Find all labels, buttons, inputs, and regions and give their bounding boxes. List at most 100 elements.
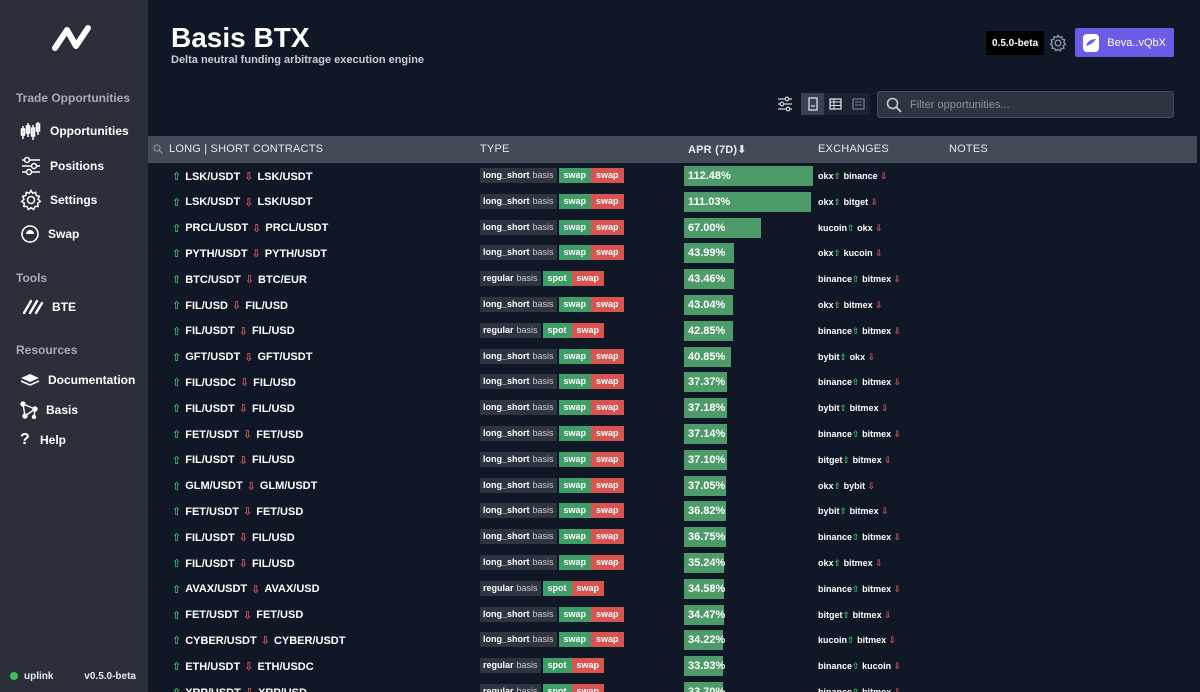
- settings-gear-icon[interactable]: [1049, 34, 1067, 52]
- long-kind-tag: swap: [558, 400, 592, 416]
- short-contract: XRP/USD: [258, 687, 307, 692]
- short-kind-tag: swap: [591, 503, 624, 519]
- short-exchange-arrow-icon: ⇩: [893, 583, 902, 594]
- long-arrow-icon: ⇧: [172, 300, 182, 312]
- table-view-button[interactable]: [824, 93, 847, 115]
- contract-pair: ⇧ XRP/USDT ⇩ XRP/USD: [172, 686, 307, 692]
- view-toggle: [801, 93, 870, 115]
- basis-logo-icon[interactable]: [52, 24, 94, 52]
- short-contract: PYTH/USDT: [264, 247, 328, 260]
- nav-item-settings[interactable]: Settings: [20, 187, 148, 213]
- header-exchanges[interactable]: EXCHANGES: [818, 143, 889, 155]
- header-contracts[interactable]: LONG | SHORT CONTRACTS: [169, 143, 324, 155]
- long-exchange-arrow-icon: ⇧: [852, 687, 860, 692]
- list-view-button[interactable]: [847, 93, 870, 115]
- filter-sliders-icon[interactable]: [777, 96, 793, 112]
- long-arrow-icon: ⇧: [172, 222, 182, 235]
- header-type[interactable]: TYPE: [480, 143, 510, 155]
- header-apr[interactable]: APR (7D)⬇: [688, 144, 747, 156]
- table-row[interactable]: ⇧ PRCL/USDT ⇩ PRCL/USDT long_short basis swap s…: [148, 215, 1200, 241]
- table-row[interactable]: ⇧ LSK/USDT ⇩ LSK/USDT long_short basis swap swa…: [148, 189, 1200, 215]
- short-kind-tag: swap: [591, 374, 624, 390]
- exchanges-cell: okx⇧ binance ⇩: [818, 171, 888, 182]
- status-dot-icon: [10, 671, 18, 680]
- long-kind-tag: swap: [558, 529, 592, 545]
- apr-value: 33.93%: [688, 660, 726, 673]
- exchanges-cell: binance⇧ bitmex ⇩: [818, 326, 901, 337]
- long-exchange-arrow-icon: ⇧: [833, 558, 842, 568]
- long-exchange-arrow-icon: ⇧: [852, 377, 860, 388]
- contract-pair: ⇧ FIL/USDT ⇩ FIL/USD: [172, 454, 295, 467]
- short-arrow-icon: ⇩: [246, 480, 256, 493]
- table-row[interactable]: ⇧ LSK/USDT ⇩ LSK/USDT long_short basis swap swa…: [148, 163, 1200, 189]
- search-icon: [886, 97, 902, 113]
- opportunity-type: regular: [480, 580, 517, 596]
- short-kind-tag: swap: [591, 400, 624, 416]
- search-input[interactable]: [910, 98, 1150, 111]
- table-row[interactable]: ⇧ FIL/USDC ⇩ FIL/USD long_short basis swap swap…: [148, 369, 1200, 395]
- table-row[interactable]: ⇧ AVAX/USDT ⇩ AVAX/USD regular basis spot swap 3…: [148, 576, 1200, 602]
- long-exchange: okx: [818, 300, 834, 310]
- nav-item-basis[interactable]: Basis: [20, 397, 148, 423]
- basis-label: basis: [532, 168, 557, 183]
- exchanges-cell: okx⇧ bybit ⇩: [818, 481, 875, 492]
- table-row[interactable]: ⇧ FIL/USDT ⇩ FIL/USD long_short basis swap swap…: [148, 395, 1200, 421]
- short-arrow-icon: ⇩: [252, 222, 262, 235]
- type-cell: long_short basis swap swap: [480, 168, 624, 183]
- apr-value: 111.03%: [688, 195, 731, 208]
- table-row[interactable]: ⇧ FIL/USDT ⇩ FIL/USD long_short basis swap swap…: [148, 447, 1200, 473]
- table-row[interactable]: ⇧ FIL/USDT ⇩ FIL/USD long_short basis swap swap…: [148, 524, 1200, 550]
- long-exchange-arrow-icon: ⇧: [852, 274, 860, 285]
- short-arrow-icon: ⇩: [232, 300, 242, 312]
- table-row[interactable]: ⇧ GLM/USDT ⇩ GLM/USDT long_short basis swap swa…: [148, 473, 1200, 499]
- long-exchange: bybit: [818, 506, 840, 517]
- short-contract: AVAX/USD: [264, 583, 320, 596]
- gear-icon: [20, 189, 42, 211]
- long-kind-tag: swap: [558, 168, 592, 183]
- short-arrow-icon: ⇩: [251, 583, 261, 596]
- table-row[interactable]: ⇧ ETH/USDT ⇩ ETH/USDC regular basis spot swap 33…: [148, 653, 1200, 679]
- long-kind-tag: swap: [558, 451, 592, 467]
- header-notes[interactable]: NOTES: [949, 143, 988, 155]
- type-cell: regular basis spot swap: [480, 322, 605, 338]
- column-search-icon[interactable]: [153, 144, 163, 154]
- apr-value: 43.04%: [688, 299, 726, 311]
- nav-label-help: Help: [40, 433, 67, 447]
- table-row[interactable]: ⇧ CYBER/USDT ⇩ CYBER/USDT long_short basis swa…: [148, 627, 1200, 653]
- long-kind-tag: swap: [558, 426, 592, 441]
- nav-item-swap[interactable]: Swap: [20, 221, 148, 247]
- long-exchange-arrow-icon: ⇧: [833, 300, 842, 310]
- short-exchange-arrow-icon: ⇩: [880, 171, 888, 181]
- card-view-button[interactable]: [801, 93, 824, 115]
- long-kind-tag: swap: [558, 477, 592, 493]
- nav-item-documentation[interactable]: Documentation: [20, 367, 148, 393]
- table-row[interactable]: ⇧ FET/USDT ⇩ FET/USD long_short basis swap swap…: [148, 421, 1200, 447]
- long-arrow-icon: ⇧: [172, 403, 182, 416]
- nav-item-help[interactable]: ? Help: [20, 427, 148, 453]
- table-row[interactable]: ⇧ GFT/USDT ⇩ GFT/USDT long_short basis swap swa…: [148, 344, 1200, 370]
- table-row[interactable]: ⇧ FET/USDT ⇩ FET/USD long_short basis swap swap…: [148, 498, 1200, 524]
- long-exchange: binance: [818, 687, 853, 692]
- nav-item-bte[interactable]: BTE: [22, 294, 150, 320]
- nav-label-swap: Swap: [48, 227, 80, 241]
- wallet-button[interactable]: Beva..vQbX: [1075, 28, 1174, 57]
- table-row[interactable]: ⇧ FIL/USD ⇩ FIL/USD long_short basis swap swap 4…: [148, 292, 1200, 318]
- nav-item-opportunities[interactable]: Opportunities: [20, 118, 148, 144]
- long-exchange: binance: [818, 377, 853, 388]
- table-row[interactable]: ⇧ PYTH/USDT ⇩ PYTH/USDT long_short basis swap s…: [148, 240, 1200, 266]
- basis-label: basis: [532, 451, 557, 467]
- nav-item-positions[interactable]: Positions: [20, 153, 148, 179]
- sidebar: Trade Opportunities Opportunities Positi…: [0, 0, 148, 692]
- table-row[interactable]: ⇧ FIL/USDT ⇩ FIL/USD long_short basis swap swap…: [148, 550, 1200, 576]
- apr-bar: [684, 243, 734, 264]
- long-kind-tag: swap: [558, 606, 592, 622]
- table-row[interactable]: ⇧ BTC/USDT ⇩ BTC/EUR regular basis spot swap 43.…: [148, 266, 1200, 292]
- long-exchange-arrow-icon: ⇧: [833, 196, 842, 207]
- opportunity-type: regular: [480, 322, 517, 338]
- apr-bar: [684, 372, 727, 393]
- long-exchange: okx: [818, 558, 834, 568]
- table-row[interactable]: ⇧ FET/USDT ⇩ FET/USD long_short basis swap swap…: [148, 602, 1200, 628]
- table-row[interactable]: ⇧ FIL/USDT ⇩ FIL/USD regular basis spot swap 42.…: [148, 318, 1200, 344]
- contract-pair: ⇧ FIL/USDC ⇩ FIL/USD: [172, 376, 296, 390]
